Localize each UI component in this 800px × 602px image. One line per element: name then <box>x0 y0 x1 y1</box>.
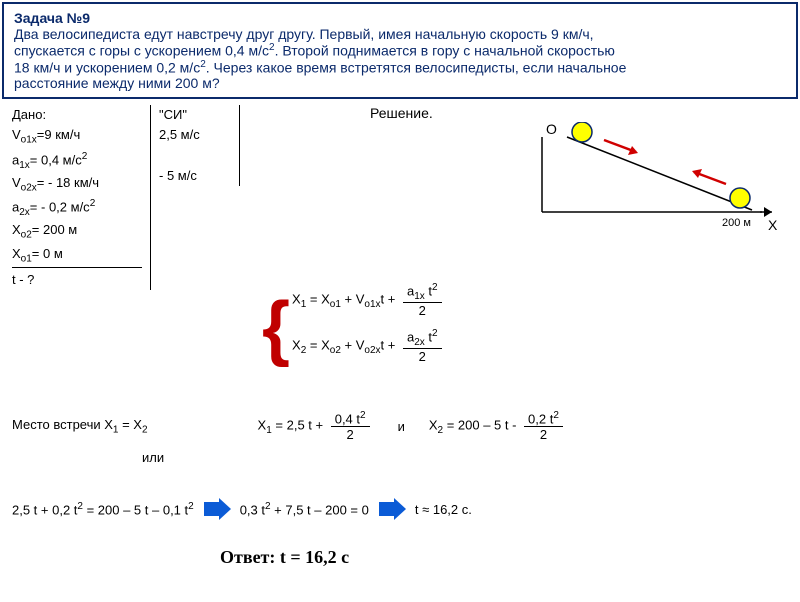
meeting-equations: Место встречи X1 = X2 X1 = 2,5 t + 0,4 t… <box>12 410 792 465</box>
arrow-icon <box>379 500 405 518</box>
arrow-icon <box>204 500 230 518</box>
given-column: Дано: Vо1x=9 км/ч а1x= 0,4 м/с2 Vо2x= - … <box>12 105 151 290</box>
axis-label: X <box>768 217 778 233</box>
si-header: "СИ" <box>159 105 239 125</box>
kinematics-diagram: O 200 м X <box>522 122 782 242</box>
given-header: Дано: <box>12 105 142 125</box>
answer: Ответ: t = 16,2 с <box>220 547 349 568</box>
distance-label: 200 м <box>722 217 751 229</box>
problem-line-4: расстояние между ними 200 м? <box>14 75 786 91</box>
problem-line-3: 18 км/ч и ускорением 0,2 м/с2. Через как… <box>14 59 786 76</box>
brace-icon: { <box>262 296 290 361</box>
motion-equations: { X1 = Xо1 + Vо1xt + a1x t22 X2 = Xо2 + … <box>262 282 446 374</box>
si-column: "СИ" 2,5 м/с - 5 м/с <box>151 105 240 186</box>
problem-statement: Задача №9 Два велосипедиста едут навстре… <box>2 2 798 99</box>
problem-title: Задача №9 <box>14 10 786 26</box>
final-equation-line: 2,5 t + 0,2 t2 = 200 – 5 t – 0,1 t2 0,3 … <box>12 500 792 518</box>
problem-line-1: Два велосипедиста едут навстречу друг др… <box>14 26 786 42</box>
problem-line-2: спускается с горы с ускорением 0,4 м/с2.… <box>14 42 786 59</box>
origin-label: O <box>546 122 557 137</box>
solution-label: Решение. <box>370 105 433 121</box>
